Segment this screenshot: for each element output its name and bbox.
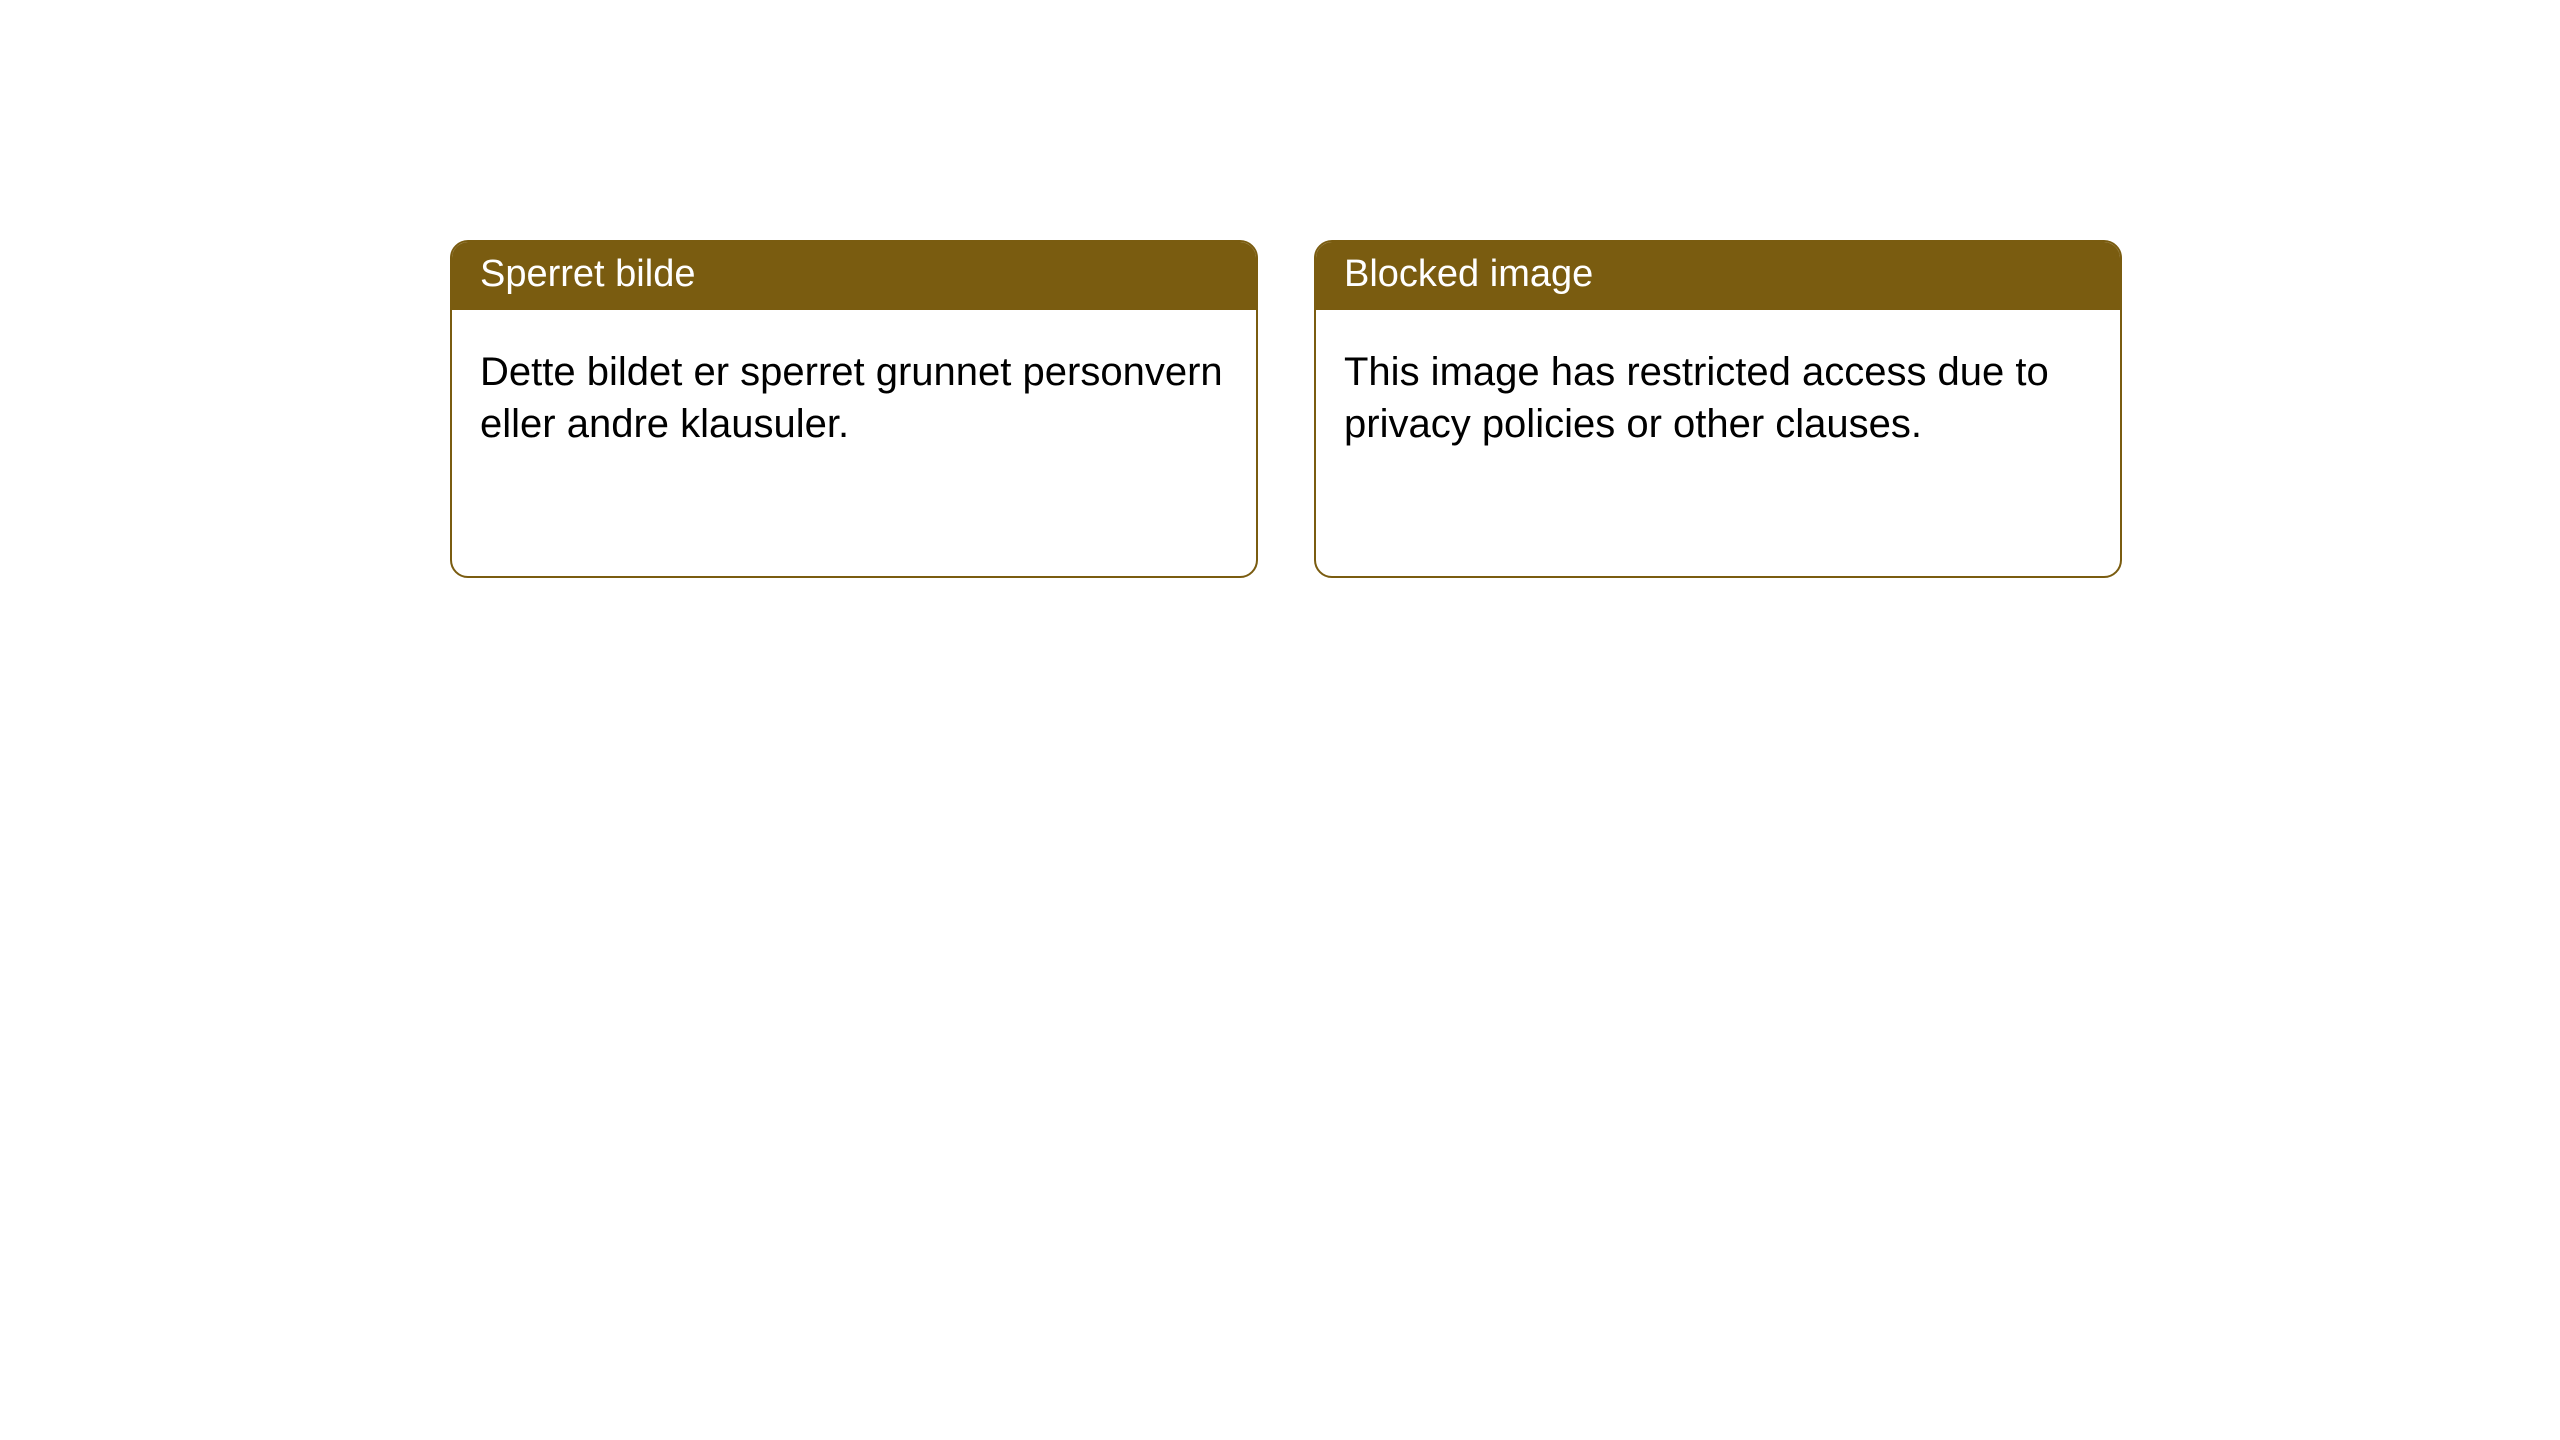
notice-body: Dette bildet er sperret grunnet personve… bbox=[452, 310, 1256, 478]
notice-body: This image has restricted access due to … bbox=[1316, 310, 2120, 478]
notice-header: Sperret bilde bbox=[452, 242, 1256, 310]
notice-box-english: Blocked image This image has restricted … bbox=[1314, 240, 2122, 578]
notice-container: Sperret bilde Dette bildet er sperret gr… bbox=[450, 240, 2122, 578]
notice-header: Blocked image bbox=[1316, 242, 2120, 310]
notice-box-norwegian: Sperret bilde Dette bildet er sperret gr… bbox=[450, 240, 1258, 578]
